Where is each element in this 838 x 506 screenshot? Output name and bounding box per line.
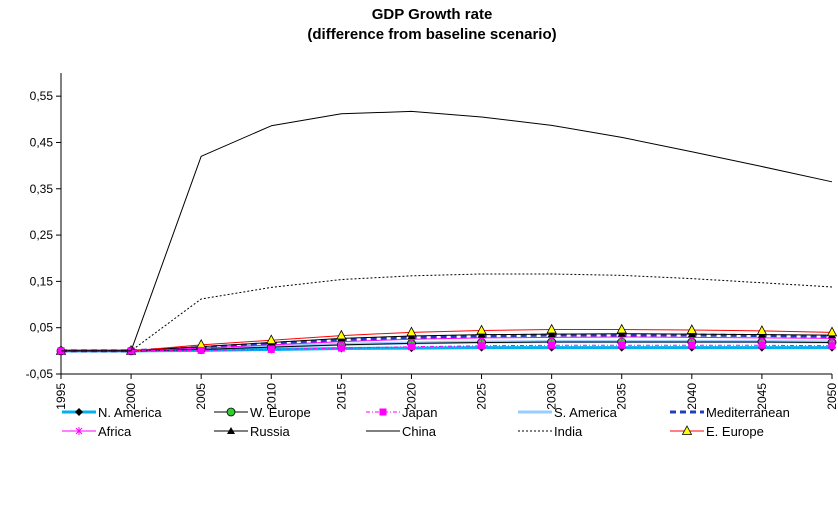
data-point-japan xyxy=(197,346,205,354)
legend-item-china: China xyxy=(366,424,437,439)
axes: -0,05 0,05 0,15 0,25 0,35 0,45 0,55 1995 2000 200… xyxy=(26,73,838,410)
data-point-japan xyxy=(618,341,626,349)
legend-label: Mediterranean xyxy=(706,405,790,420)
y-tick-label: 0,25 xyxy=(30,228,54,242)
series-china xyxy=(61,110,833,352)
legend-item-africa: Africa xyxy=(62,424,132,439)
chart-subtitle: (difference from baseline scenario) xyxy=(307,26,556,43)
x-tick-label: 2005 xyxy=(194,383,208,410)
series-line-japan xyxy=(61,344,833,352)
legend-marker xyxy=(227,427,235,434)
legend-marker xyxy=(226,407,236,417)
series-line-china xyxy=(61,110,833,352)
series-line-india xyxy=(61,273,833,352)
x-tick-label: 2040 xyxy=(685,383,699,410)
series-line-mediterranean xyxy=(61,333,833,353)
y-tick-label: 0,35 xyxy=(30,182,54,196)
legend-marker xyxy=(75,427,83,435)
x-tick-label: 2050 xyxy=(825,383,838,410)
data-point-japan xyxy=(478,342,486,350)
series-line-africa xyxy=(61,336,833,352)
data-point-japan xyxy=(548,341,556,349)
series-lines xyxy=(55,110,838,356)
legend-item-w-europe: W. Europe xyxy=(214,405,311,420)
chart-title: GDP Growth rate xyxy=(372,6,493,23)
legend-item-mediterranean: Mediterranean xyxy=(670,405,790,420)
data-point-japan xyxy=(267,345,275,353)
legend-marker xyxy=(379,408,387,416)
data-point-japan xyxy=(688,341,696,349)
legend-label: E. Europe xyxy=(706,424,764,439)
legend-item-russia: Russia xyxy=(214,424,291,439)
legend-item-e-europe: E. Europe xyxy=(670,424,764,439)
series-line-w-europe xyxy=(61,341,833,352)
series-india xyxy=(61,273,833,352)
legend-label: Japan xyxy=(402,405,437,420)
x-tick-label: 2025 xyxy=(475,383,489,410)
y-tick-label: -0,05 xyxy=(26,367,54,381)
marker-stroke xyxy=(75,427,83,435)
legend-marker xyxy=(681,425,693,435)
legend-label: W. Europe xyxy=(250,405,311,420)
x-tick-label: 2045 xyxy=(755,383,769,410)
legend-marker xyxy=(75,408,83,416)
data-point-e-europe xyxy=(336,329,347,340)
legend-item-s-america: S. America xyxy=(518,405,618,420)
x-tick-label: 2035 xyxy=(615,383,629,410)
y-tick-label: 0,55 xyxy=(30,89,54,103)
x-tick-label: 2020 xyxy=(404,383,418,410)
legend-item-india: India xyxy=(518,424,583,439)
data-point-e-europe xyxy=(616,323,627,334)
data-point-e-europe xyxy=(266,334,277,345)
x-tick-label: 2030 xyxy=(545,383,559,410)
data-point-russia xyxy=(547,330,556,338)
y-tick-label: 0,05 xyxy=(30,321,54,335)
data-point-japan xyxy=(758,341,766,349)
series-line-e-europe xyxy=(61,329,833,352)
data-point-e-europe xyxy=(546,323,557,334)
data-point-e-europe xyxy=(406,326,417,337)
legend-item-n-america: N. America xyxy=(62,405,162,420)
legend-label: S. America xyxy=(554,405,618,420)
x-tick-label: 2010 xyxy=(264,383,278,410)
x-tick-label: 2000 xyxy=(124,383,138,410)
legend-label: Africa xyxy=(98,424,132,439)
data-point-e-europe xyxy=(756,325,768,335)
legend-label: China xyxy=(402,424,437,439)
data-point-japan xyxy=(407,343,415,351)
legend-item-japan: Japan xyxy=(366,405,437,420)
data-point-e-europe xyxy=(686,324,697,334)
series-mediterranean xyxy=(61,333,833,353)
y-tick-label: 0,45 xyxy=(30,135,54,149)
legend: N. America W. Europe Japan S. America Medite… xyxy=(62,405,790,439)
data-point-e-europe xyxy=(476,324,487,335)
data-point-e-europe xyxy=(826,326,838,337)
data-point-japan xyxy=(337,344,345,352)
data-point-japan xyxy=(828,342,836,350)
series-line-russia xyxy=(61,333,833,352)
x-tick-label: 1995 xyxy=(54,383,68,410)
legend-label: Russia xyxy=(250,424,291,439)
x-tick-label: 2015 xyxy=(334,383,348,410)
y-tick-label: 0,15 xyxy=(30,274,54,288)
legend-label: India xyxy=(554,424,583,439)
legend-label: N. America xyxy=(98,405,162,420)
